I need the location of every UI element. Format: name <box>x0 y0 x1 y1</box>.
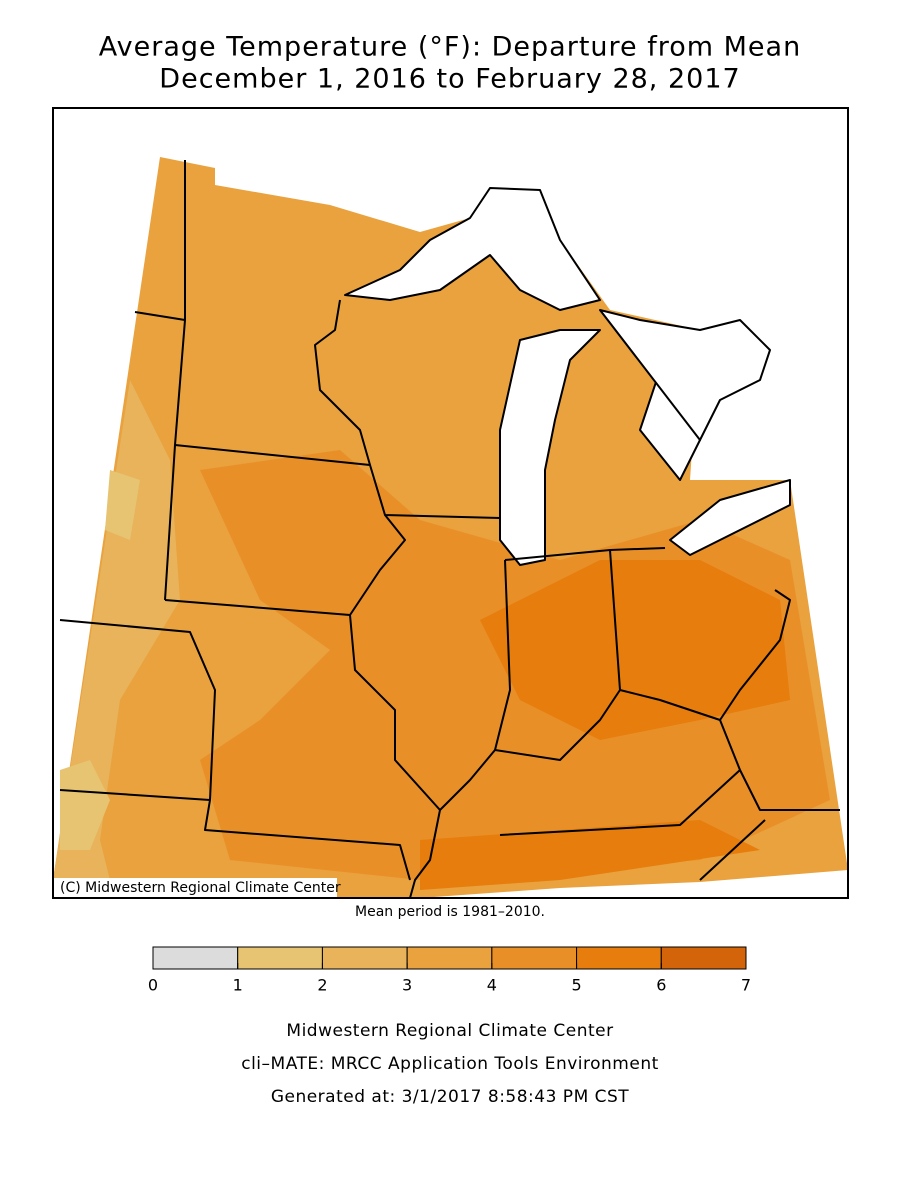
lake-michigan <box>499 329 601 566</box>
colorbar: 0 1 2 3 4 5 6 7 <box>148 946 751 995</box>
colorbar-bin <box>152 946 239 970</box>
colorbar-bin <box>576 946 662 970</box>
colorbar-tick-label: 1 <box>233 976 243 995</box>
colorbar-bin <box>237 946 323 970</box>
footer-line: cli–MATE: MRCC Application Tools Environ… <box>241 1054 659 1074</box>
colorbar-bin <box>321 946 408 970</box>
colorbar-tick-label: 6 <box>656 976 666 995</box>
colorbar-bin <box>660 946 747 970</box>
state-borders <box>59 160 840 899</box>
map: (C) Midwestern Regional Climate Center <box>52 107 849 899</box>
colorbar-tick-label: 4 <box>487 976 497 995</box>
map-frame <box>52 107 849 899</box>
mean-period-note: Mean period is 1981–2010. <box>355 904 545 920</box>
colorbar-tick-label: 0 <box>148 976 158 995</box>
coolest-zone <box>60 470 140 850</box>
map-credit: (C) Midwestern Regional Climate Center <box>60 880 341 896</box>
lake-erie <box>669 479 791 556</box>
colorbar-tick-label: 3 <box>402 976 412 995</box>
colorbar-bin <box>406 946 493 970</box>
colorbar-tick-label: 7 <box>741 976 751 995</box>
footer-line: Generated at: 3/1/2017 8:58:43 PM CST <box>271 1087 629 1107</box>
canada-coast <box>599 309 771 441</box>
warmest-zone <box>420 560 790 890</box>
credit-box <box>53 878 337 898</box>
lake-superior <box>344 187 601 311</box>
title-line: Average Temperature (°F): Departure from… <box>99 32 801 63</box>
footer-line: Midwestern Regional Climate Center <box>286 1021 613 1041</box>
cool-zone <box>53 380 180 880</box>
colorbar-tick-label: 5 <box>571 976 581 995</box>
colorbar-tick-label: 2 <box>317 976 327 995</box>
title-line: December 1, 2016 to February 28, 2017 <box>159 64 740 95</box>
colorbar-bin <box>491 946 578 970</box>
